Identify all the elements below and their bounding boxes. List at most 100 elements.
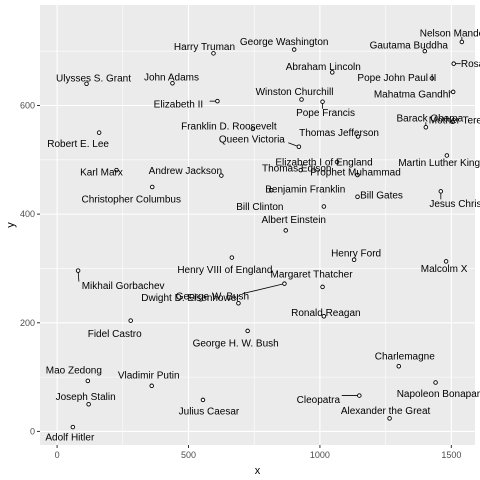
point-albert-einstein — [283, 228, 289, 233]
axis-ticks: 0 500 1000 1500 0 200 400 600 — [20, 100, 461, 460]
label-elizabeth-i-of-england: Elizabeth I of England — [275, 157, 372, 168]
label-christopher-columbus: Christopher Columbus — [81, 194, 181, 205]
point-thomas-jefferson — [355, 134, 361, 139]
label-abraham-lincoln: Abraham Lincoln — [286, 62, 361, 73]
label-andrew-jackson: Andrew Jackson — [149, 166, 222, 177]
y-tick-label: 0 — [30, 426, 35, 436]
point-prophet-muhammad — [355, 172, 360, 178]
point-alexander-the-great — [387, 416, 392, 421]
point-elizabeth-ii — [215, 98, 220, 104]
label-gautama-buddha: Gautama Buddha — [370, 41, 449, 52]
point-benjamin-franklin — [269, 187, 274, 193]
label-winston-churchill: Winston Churchill — [256, 87, 334, 98]
label-malcolm-x: Malcolm X — [421, 264, 468, 275]
label-karl-marx: Karl Marx — [80, 168, 123, 179]
label-barack-obama: Barack Obama — [396, 114, 463, 125]
y-tick-label: 600 — [20, 100, 35, 110]
point-mahatma-gandhi — [450, 89, 456, 95]
label-queen-victoria: Queen Victoria — [219, 134, 285, 145]
label-ulysses-s-grant: Ulysses S. Grant — [56, 73, 131, 84]
label-pope-francis: Pope Francis — [296, 108, 355, 119]
point-robert-e-lee — [96, 130, 102, 135]
point-franklin-d-roosevelt — [250, 126, 256, 132]
point-andrew-jackson — [219, 173, 224, 178]
point-rosa-parks — [451, 61, 456, 66]
point-henry-viii-of-england — [229, 255, 235, 260]
label-nelson-mandela: Nelson Mandela — [420, 28, 480, 39]
label-adolf-hitler: Adolf Hitler — [45, 433, 95, 444]
x-tick-label: 1000 — [310, 450, 330, 460]
point-dwight-d-eisenhower — [282, 281, 287, 286]
label-bill-gates: Bill Gates — [360, 190, 403, 201]
label-mahatma-gandhi: Mahatma Gandhi — [374, 89, 451, 100]
label-ronald-reagan: Ronald Reagan — [291, 308, 361, 319]
point-queen-victoria — [296, 144, 302, 150]
label-charlemagne: Charlemagne — [375, 352, 435, 363]
point-labels: Nelson Mandela George Washington Gautama B… — [45, 28, 480, 443]
label-alexander-the-great: Alexander the Great — [341, 406, 431, 417]
point-nelson-mandela — [459, 39, 465, 45]
label-napoleon-bonaparte: Napoleon Bonaparte — [397, 389, 480, 400]
plot-panel — [40, 5, 475, 445]
label-henry-ford: Henry Ford — [331, 248, 381, 259]
grid — [40, 5, 475, 445]
point-harry-truman — [211, 51, 216, 56]
label-fidel-castro: Fidel Castro — [88, 329, 142, 340]
label-elizabeth-ii: Elizabeth II — [154, 100, 203, 111]
label-thomas-jefferson: Thomas Jefferson — [299, 128, 379, 139]
point-mikhail-gorbachev — [75, 268, 81, 273]
point-julius-caesar — [200, 397, 206, 403]
label-pope-john-paul-ii: Pope John Paul II — [357, 73, 436, 84]
point-charlemagne — [396, 363, 402, 369]
point-napoleon-bonaparte — [433, 380, 438, 385]
label-vladimir-putin: Vladimir Putin — [118, 370, 180, 381]
label-dwight-d-eisenhower: Dwight D. Eisenhower — [141, 293, 240, 304]
point-mother-teresa — [450, 119, 455, 125]
point-henry-ford — [351, 257, 357, 263]
label-julius-caesar: Julius Caesar — [179, 406, 240, 417]
point-christopher-columbus — [149, 184, 155, 190]
label-cleopatra: Cleopatra — [297, 395, 341, 406]
point-thomas-edison — [298, 167, 303, 173]
point-jesus-christ — [438, 189, 444, 194]
point-adolf-hitler — [70, 424, 76, 430]
label-henry-viii-of-england: Henry VIII of England — [177, 265, 272, 276]
y-tick-label: 400 — [20, 209, 35, 219]
data-points — [70, 39, 465, 430]
point-bill-gates — [355, 194, 360, 200]
point-ronald-reagan — [321, 314, 327, 319]
y-axis-title: y — [5, 222, 17, 228]
label-mikhail-gorbachev: Mikhail Gorbachev — [82, 281, 165, 292]
point-malcolm-x — [443, 259, 449, 264]
label-margaret-thatcher: Margaret Thatcher — [271, 269, 354, 280]
label-george-w-bush: George W. Bush — [176, 292, 249, 303]
label-rosa-parks: Rosa Parks — [461, 59, 480, 70]
label-mother-teresa: Mother Teresa — [429, 115, 480, 126]
label-john-adams: John Adams — [144, 73, 199, 84]
x-tick-label: 0 — [55, 450, 60, 460]
label-george-washington: George Washington — [240, 37, 329, 48]
point-martin-luther-king-jr — [444, 153, 450, 158]
label-harry-truman: Harry Truman — [174, 42, 235, 53]
x-tick-label: 500 — [181, 450, 196, 460]
point-vladimir-putin — [149, 383, 154, 389]
label-george-h-w-bush: George H. W. Bush — [193, 338, 279, 349]
point-bill-clinton — [321, 204, 327, 209]
point-joseph-stalin — [86, 402, 91, 407]
label-jesus-christ: Jesus Christ — [429, 199, 480, 210]
label-bill-clinton: Bill Clinton — [236, 202, 283, 213]
point-karl-marx — [114, 167, 119, 173]
label-thomas-edison: Thomas Edison — [262, 164, 331, 175]
point-cleopatra — [357, 393, 362, 398]
x-axis-title: x — [255, 465, 261, 477]
label-franklin-d-roosevelt: Franklin D. Roosevelt — [181, 121, 277, 132]
point-barack-obama — [423, 124, 429, 130]
point-john-adams — [170, 80, 175, 86]
label-albert-einstein: Albert Einstein — [262, 215, 326, 226]
point-pope-john-paul-ii — [429, 76, 435, 81]
point-george-w-bush — [236, 300, 241, 306]
label-mao-zedong: Mao Zedong — [46, 365, 102, 376]
label-prophet-muhammad: Prophet Muhammad — [310, 168, 401, 179]
point-george-h-w-bush — [245, 328, 250, 334]
